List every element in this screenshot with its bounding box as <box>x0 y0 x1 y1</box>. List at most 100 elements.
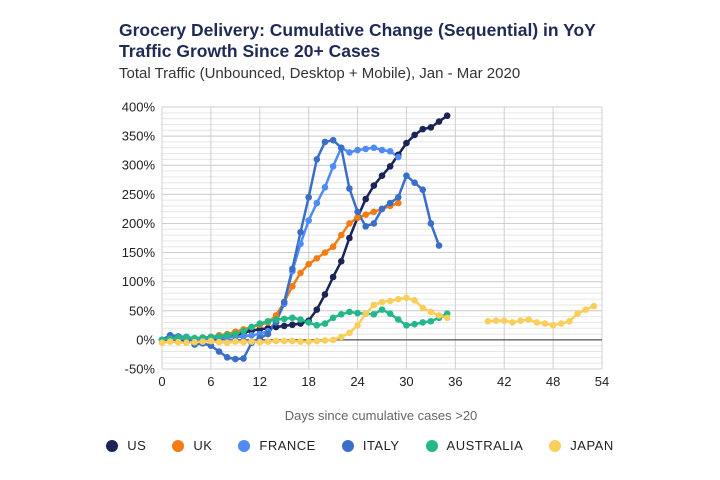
chart-subtitle: Total Traffic (Unbounced, Desktop + Mobi… <box>119 65 521 82</box>
data-point-australia <box>248 323 255 331</box>
data-point-australia <box>305 319 312 326</box>
data-point-france <box>394 153 402 161</box>
legend-swatch-france <box>238 439 251 452</box>
y-tick-label: 300% <box>122 158 156 173</box>
legend-item-australia: AUSTRALIA <box>425 438 524 453</box>
data-point-japan <box>394 295 402 303</box>
data-point-japan <box>582 306 590 313</box>
x-tick-label: 42 <box>497 374 511 389</box>
x-axis-label: Days since cumulative cases >20 <box>285 408 478 423</box>
data-point-australia <box>264 317 272 325</box>
data-point-italy <box>313 156 321 163</box>
data-point-japan <box>337 333 345 341</box>
data-point-australia <box>297 316 304 323</box>
data-point-japan <box>313 337 321 345</box>
data-point-france <box>329 163 337 170</box>
data-point-italy <box>337 144 345 152</box>
x-tick-label: 30 <box>399 374 413 389</box>
data-point-uk <box>329 243 337 251</box>
data-point-japan <box>386 297 394 305</box>
data-point-australia <box>272 316 280 323</box>
data-point-us <box>435 118 443 125</box>
data-point-italy <box>411 179 418 186</box>
legend-swatch-australia <box>425 439 438 452</box>
data-point-australia <box>240 327 247 335</box>
data-point-australia <box>183 333 190 341</box>
data-point-japan <box>256 338 264 346</box>
data-point-france <box>248 331 255 339</box>
data-point-us <box>386 163 394 170</box>
data-point-australia <box>394 316 402 323</box>
data-point-uk <box>313 255 321 262</box>
data-point-australia <box>223 331 231 339</box>
data-point-japan <box>411 296 418 304</box>
data-point-japan <box>354 322 361 329</box>
gridlines <box>161 106 603 370</box>
data-point-japan <box>272 337 280 345</box>
data-point-france <box>305 217 312 224</box>
data-point-italy <box>362 223 370 230</box>
data-point-us <box>272 323 280 331</box>
data-point-italy <box>394 193 402 201</box>
y-tick-label: 150% <box>122 245 156 260</box>
data-point-australia <box>232 330 239 338</box>
data-point-france <box>346 149 353 156</box>
data-point-france <box>297 240 304 248</box>
data-point-uk <box>346 220 353 227</box>
y-tick-label: -50% <box>125 362 156 377</box>
data-point-australia <box>289 314 296 322</box>
series-uk-points <box>158 199 402 344</box>
chart-legend: US UK FRANCE ITALY AUSTRALIA JAPAN <box>0 438 720 453</box>
data-point-japan <box>174 338 182 346</box>
data-point-japan <box>158 339 166 347</box>
data-point-japan <box>500 317 508 324</box>
data-point-italy <box>386 199 394 207</box>
data-point-japan <box>435 312 443 319</box>
legend-label-us: US <box>127 438 147 453</box>
data-point-japan <box>378 298 386 306</box>
data-point-japan <box>557 320 565 327</box>
data-point-italy <box>240 355 247 362</box>
data-point-japan <box>207 337 215 345</box>
data-point-australia <box>256 320 264 327</box>
data-point-japan <box>590 302 598 310</box>
x-tick-label: 0 <box>158 374 165 389</box>
data-point-italy <box>370 220 378 227</box>
data-point-us <box>378 172 386 180</box>
data-point-australia <box>411 320 418 328</box>
data-point-australia <box>419 319 427 326</box>
data-point-australia <box>280 315 288 323</box>
data-point-italy <box>297 228 304 236</box>
data-point-italy <box>346 185 353 192</box>
data-point-uk <box>321 249 329 256</box>
data-point-us <box>370 182 378 189</box>
data-point-italy <box>354 208 361 216</box>
y-tick-label: 50% <box>129 303 155 318</box>
data-point-australia <box>354 309 361 317</box>
data-point-us <box>411 131 418 139</box>
y-tick-label: 100% <box>122 274 156 289</box>
series-japan-points <box>158 294 598 347</box>
data-point-japan <box>248 338 255 345</box>
legend-item-italy: ITALY <box>341 438 400 453</box>
data-point-uk <box>394 199 402 207</box>
data-point-italy <box>289 265 296 273</box>
data-point-japan <box>240 338 247 346</box>
legend-label-uk: UK <box>193 438 213 453</box>
data-point-us <box>313 306 321 313</box>
data-point-us <box>337 257 345 265</box>
data-point-italy <box>223 354 231 361</box>
data-point-us <box>443 112 451 120</box>
data-point-japan <box>215 338 223 346</box>
axes: -50% 0% 50% 100% 150% 200% 250% 300% 350% 400% 0 6 1… <box>122 100 609 390</box>
data-point-japan <box>223 339 231 347</box>
data-point-france <box>386 147 394 155</box>
data-point-japan <box>509 319 516 326</box>
data-point-japan <box>370 301 378 309</box>
data-point-japan <box>329 336 337 344</box>
legend-item-uk: UK <box>172 438 212 453</box>
y-tick-label: 0% <box>136 332 155 347</box>
data-point-japan <box>566 317 573 325</box>
legend-label-japan: JAPAN <box>570 438 614 453</box>
